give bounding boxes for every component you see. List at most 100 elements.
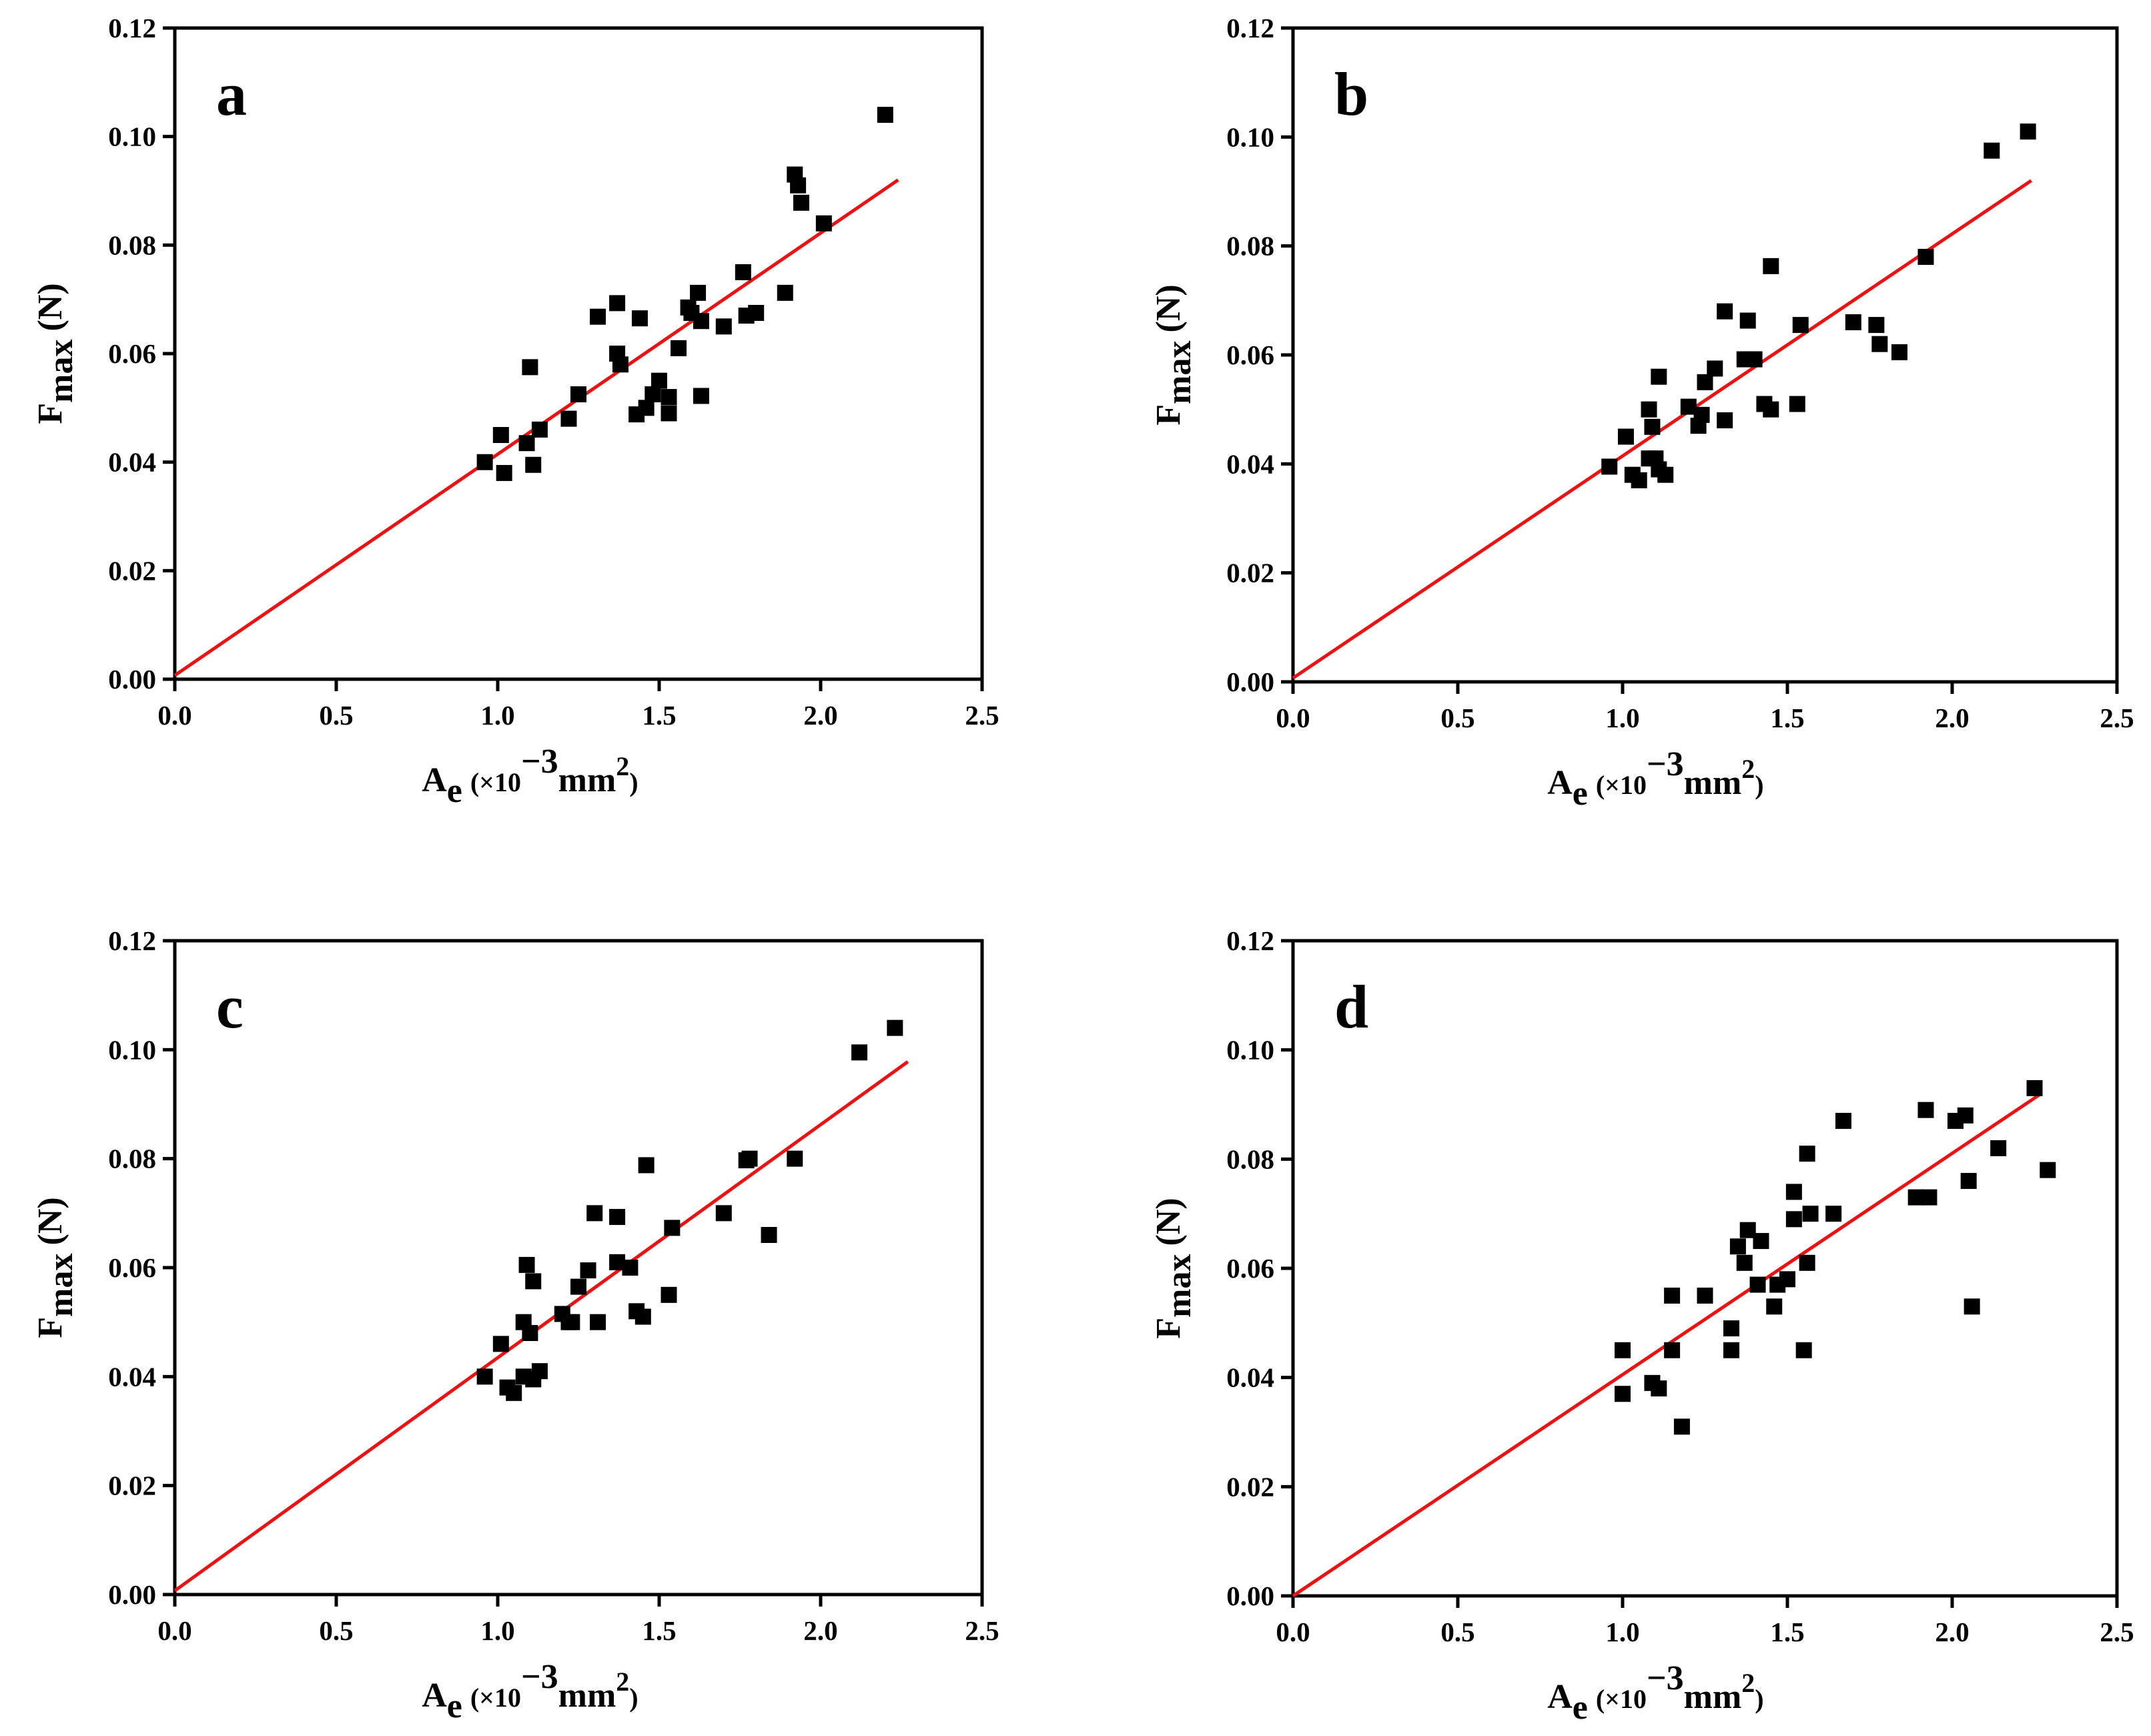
data-point bbox=[1693, 406, 1710, 423]
x-tick-label: 2.0 bbox=[1935, 703, 1969, 733]
data-point bbox=[631, 310, 648, 327]
y-tick-label: 0.04 bbox=[1226, 448, 1274, 479]
data-point bbox=[1657, 466, 1674, 483]
x-tick-label: 1.0 bbox=[480, 1615, 514, 1646]
data-point bbox=[1779, 1271, 1795, 1288]
x-tick-label: 0.5 bbox=[319, 1615, 353, 1646]
y-tick-label: 0.10 bbox=[1226, 121, 1274, 152]
data-point bbox=[612, 356, 628, 373]
data-point bbox=[693, 313, 709, 330]
data-point bbox=[661, 1286, 677, 1303]
data-point bbox=[522, 359, 538, 376]
data-point bbox=[693, 388, 709, 404]
y-tick-label: 0.06 bbox=[1226, 1253, 1274, 1284]
x-tick-label: 2.5 bbox=[2100, 1617, 2134, 1647]
panel-letter: c bbox=[216, 973, 244, 1041]
data-point bbox=[851, 1044, 868, 1061]
data-point bbox=[634, 1308, 651, 1325]
data-point bbox=[1673, 1418, 1690, 1435]
y-axis-label: Fmax(N) bbox=[1150, 284, 1198, 425]
x-tick-label: 1.5 bbox=[1770, 1617, 1804, 1647]
data-point bbox=[777, 284, 793, 301]
x-tick-label: 1.0 bbox=[1605, 1617, 1639, 1647]
data-point bbox=[506, 1384, 522, 1401]
data-point bbox=[1891, 344, 1907, 360]
data-point bbox=[741, 1150, 758, 1167]
data-point bbox=[1697, 1287, 1713, 1304]
data-point bbox=[570, 386, 586, 402]
data-point bbox=[560, 410, 577, 427]
y-tick-label: 0.12 bbox=[108, 13, 156, 43]
data-point bbox=[644, 386, 661, 402]
x-tick-label: 2.5 bbox=[965, 700, 999, 731]
data-point bbox=[622, 1260, 638, 1276]
data-point bbox=[1799, 1146, 1815, 1162]
x-tick-label: 2.5 bbox=[965, 1615, 999, 1646]
x-tick-label: 0.5 bbox=[1440, 703, 1474, 733]
y-axis-label: Fmax(N) bbox=[31, 1197, 80, 1338]
y-tick-label: 0.02 bbox=[108, 1470, 156, 1501]
data-point bbox=[735, 264, 751, 280]
x-tick-label: 1.0 bbox=[1605, 703, 1639, 733]
y-tick-label: 0.00 bbox=[108, 664, 156, 695]
data-point bbox=[651, 372, 667, 389]
data-point bbox=[525, 456, 542, 473]
data-point bbox=[1917, 249, 1934, 265]
data-point bbox=[1717, 303, 1733, 320]
panel-letter: a bbox=[216, 60, 247, 128]
data-point bbox=[671, 340, 687, 356]
data-point bbox=[1615, 1342, 1631, 1358]
data-point bbox=[492, 1336, 509, 1352]
data-point bbox=[638, 400, 655, 416]
data-point bbox=[1736, 1254, 1753, 1271]
panel-letter: b bbox=[1334, 60, 1368, 128]
data-point bbox=[638, 1157, 655, 1174]
plot-frame bbox=[1291, 939, 2119, 1598]
data-point bbox=[1957, 1107, 1974, 1124]
data-point bbox=[1697, 374, 1713, 390]
data-point bbox=[590, 308, 606, 325]
data-point bbox=[496, 464, 512, 481]
plot-frame bbox=[173, 939, 984, 1597]
y-tick-label: 0.08 bbox=[1226, 1144, 1274, 1174]
y-tick-label: 0.02 bbox=[108, 555, 156, 586]
x-tick-label: 1.0 bbox=[480, 700, 514, 731]
y-tick-label: 0.06 bbox=[108, 338, 156, 369]
data-point bbox=[518, 435, 535, 452]
plot-frame bbox=[1291, 26, 2119, 684]
y-tick-label: 0.04 bbox=[108, 1361, 156, 1392]
data-point bbox=[1749, 1276, 1766, 1293]
data-point bbox=[1792, 317, 1809, 334]
data-point bbox=[609, 1209, 626, 1226]
data-point bbox=[715, 1205, 732, 1222]
x-tick-label: 0.0 bbox=[157, 1615, 191, 1646]
data-point bbox=[564, 1314, 580, 1330]
data-point bbox=[887, 1019, 903, 1036]
data-point bbox=[1825, 1206, 1842, 1222]
y-tick-label: 0.00 bbox=[108, 1579, 156, 1610]
data-point bbox=[661, 405, 677, 422]
x-tick-label: 1.5 bbox=[642, 700, 676, 731]
data-point bbox=[690, 284, 707, 301]
data-point bbox=[2020, 123, 2036, 140]
data-point bbox=[1641, 401, 1657, 418]
data-point bbox=[2026, 1079, 2043, 1096]
data-point bbox=[1644, 418, 1661, 435]
data-point bbox=[1990, 1140, 2007, 1156]
x-tick-label: 0.5 bbox=[319, 700, 353, 731]
data-point bbox=[1763, 401, 1779, 418]
data-point bbox=[1917, 1102, 1934, 1118]
data-point bbox=[1615, 1386, 1631, 1402]
y-tick-label: 0.10 bbox=[1226, 1035, 1274, 1065]
x-tick-label: 2.0 bbox=[803, 700, 837, 731]
y-tick-label: 0.12 bbox=[108, 925, 156, 956]
data-point bbox=[580, 1262, 596, 1279]
data-point bbox=[1868, 317, 1885, 334]
data-point bbox=[1964, 1298, 1980, 1315]
data-point bbox=[793, 194, 809, 211]
y-tick-label: 0.00 bbox=[1226, 1581, 1274, 1611]
data-point bbox=[1763, 258, 1779, 274]
data-point bbox=[1789, 396, 1805, 412]
data-point bbox=[1651, 1380, 1667, 1397]
